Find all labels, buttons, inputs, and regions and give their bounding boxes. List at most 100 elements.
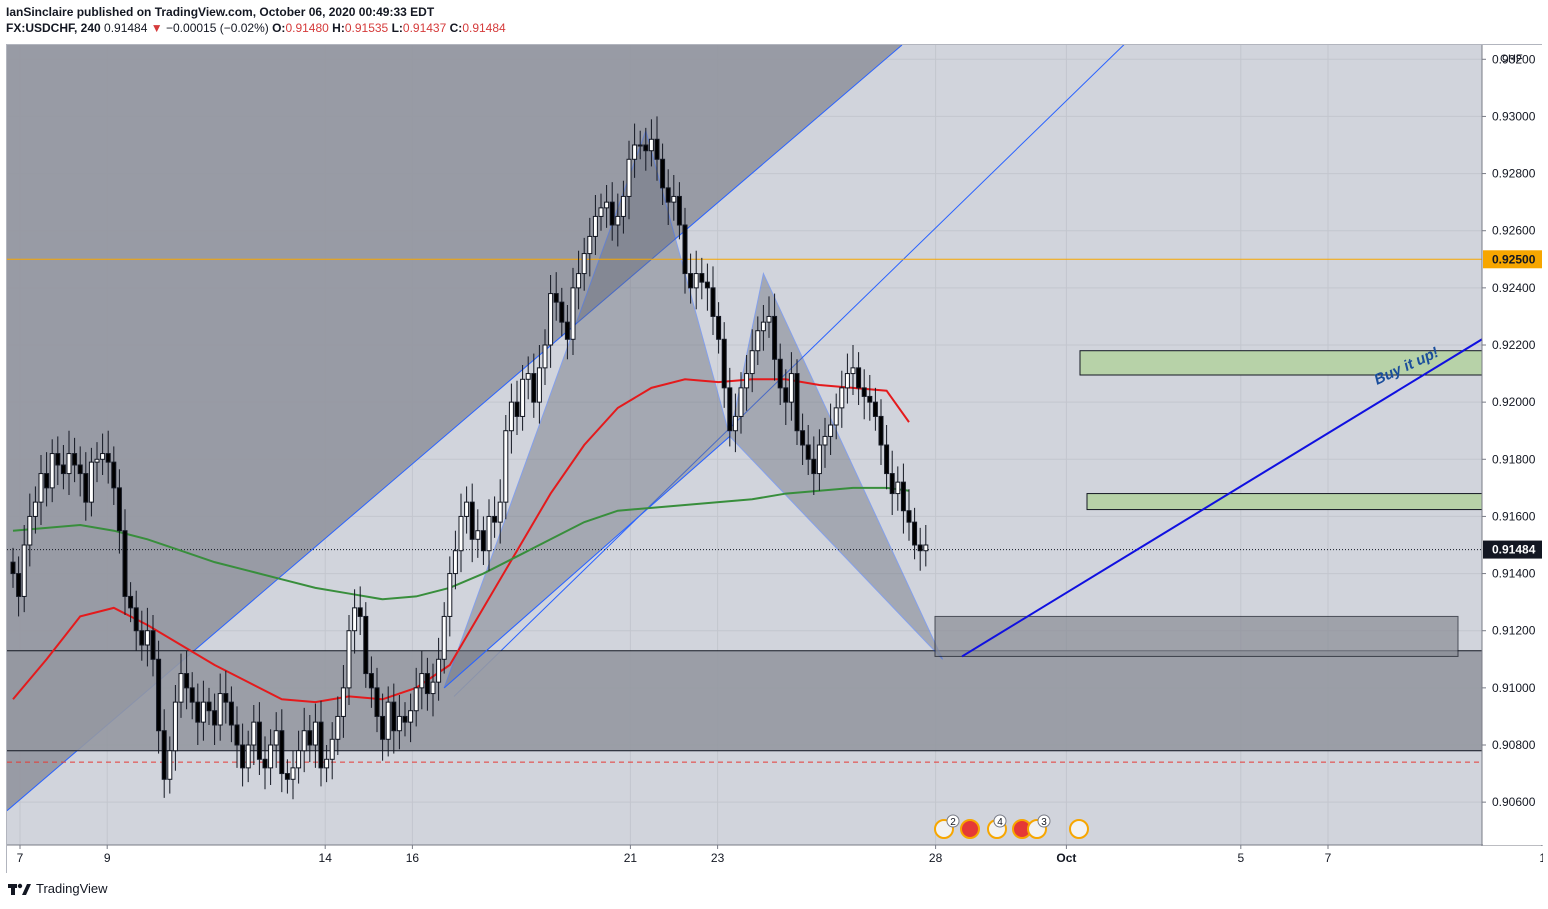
symbol-label: FX:USDCHF, 240 [6, 21, 101, 35]
candle-up [430, 681, 436, 695]
candle-down [800, 430, 806, 446]
candle-down [682, 224, 688, 275]
candle-down [368, 673, 374, 689]
candle-up [895, 481, 901, 495]
candle-down [660, 158, 666, 189]
candle-down [60, 464, 66, 475]
candle-down [279, 730, 285, 775]
candle-up [27, 515, 33, 546]
candle-down [262, 758, 268, 769]
target-zone-lower [1086, 493, 1482, 511]
candle-down [55, 453, 61, 466]
harmonic-line-xb [443, 436, 731, 689]
event-count: 3 [1041, 817, 1047, 828]
candle-up [587, 235, 593, 255]
candle-down [206, 701, 212, 712]
candle-down [212, 710, 218, 726]
candle-down [889, 473, 895, 495]
candle-down [900, 481, 906, 512]
candle-down [469, 501, 475, 540]
trend-line [961, 338, 1482, 658]
ohlc-line: FX:USDCHF, 240 0.91484 ▼ −0.00015 (−0.02… [6, 20, 506, 36]
x-tick-label: 21 [624, 851, 638, 865]
candle-up [788, 373, 794, 403]
candle-up [396, 715, 402, 732]
open-label: O: [272, 21, 286, 35]
candle-up [822, 435, 828, 446]
candle-up [833, 407, 839, 426]
candle-up [312, 721, 318, 746]
x-tick-label: 16 [406, 851, 420, 865]
candle-down [867, 395, 873, 403]
candle-down [912, 521, 918, 546]
candle-up [620, 195, 626, 217]
candle-up [828, 424, 834, 437]
candle-down [139, 630, 145, 646]
candle-down [10, 561, 16, 575]
candle-down [363, 615, 369, 675]
candle-down [256, 721, 262, 760]
y-axis-background [1483, 45, 1543, 845]
candle-up [592, 215, 598, 237]
channel-line-lower [453, 45, 1125, 697]
candle-down [553, 293, 559, 303]
chart-frame[interactable]: Buy it up! 2 4 3 CHF 0.93200 0.93000 0.92800 0.9… [6, 44, 1543, 874]
candle-up [615, 215, 621, 226]
candle-up [335, 715, 341, 740]
high-label: H: [332, 21, 345, 35]
candle-down [805, 444, 811, 460]
candle-down [704, 281, 710, 289]
candle-up [268, 744, 274, 769]
price-badge-label: 0.92500 [1492, 252, 1536, 266]
event-count-badge [1037, 814, 1051, 828]
candle-down [307, 730, 313, 746]
candle-down [105, 453, 111, 463]
candle-up [452, 550, 458, 575]
candle-up [581, 253, 587, 275]
candle-up [508, 401, 514, 432]
candle-down [44, 473, 50, 489]
open-value: 0.91480 [285, 21, 329, 35]
candle-down [72, 453, 78, 466]
candle-down [133, 607, 139, 632]
candle-down [161, 730, 167, 780]
footer: TradingView [8, 881, 108, 896]
candle-up [385, 701, 391, 740]
candle-up [94, 458, 100, 463]
candle-up [570, 287, 576, 340]
price-chart[interactable]: Buy it up!2 4 3CHF0.932000.930000.928000.9… [7, 45, 1543, 874]
candle-up [458, 515, 464, 552]
x-tick-label: 9 [104, 851, 111, 865]
x-tick-label: 14 [319, 851, 333, 865]
candle-up [49, 453, 55, 489]
candle-down [721, 338, 727, 389]
y-tick-label: 0.92400 [1492, 281, 1536, 295]
candle-up [352, 607, 358, 632]
x-axis-background [7, 846, 1543, 874]
candle-up [324, 758, 330, 769]
candle-up [755, 330, 761, 352]
candle-down [223, 693, 229, 703]
candle-up [144, 630, 150, 646]
candle-up [172, 701, 178, 752]
candle-up [217, 693, 223, 726]
candle-up [290, 767, 296, 780]
candle-down [564, 321, 570, 340]
candle-down [727, 387, 733, 432]
candle-up [536, 367, 542, 403]
x-tick-label: 12 [1539, 851, 1543, 865]
candle-up [850, 367, 856, 375]
candle-down [380, 715, 386, 740]
candle-up [66, 453, 72, 475]
candle-up [839, 387, 845, 409]
plot-area: Buy it up!2 4 3 [7, 45, 1482, 845]
candle-down [357, 607, 363, 617]
candle-down [514, 401, 520, 417]
ch-flag-icon [960, 819, 980, 839]
candle-down [402, 715, 408, 723]
candle-up [760, 321, 766, 332]
candle-down [318, 721, 324, 769]
candle-down [676, 195, 682, 226]
candle-up [497, 501, 503, 523]
y-tick-label: 0.91800 [1492, 452, 1536, 466]
